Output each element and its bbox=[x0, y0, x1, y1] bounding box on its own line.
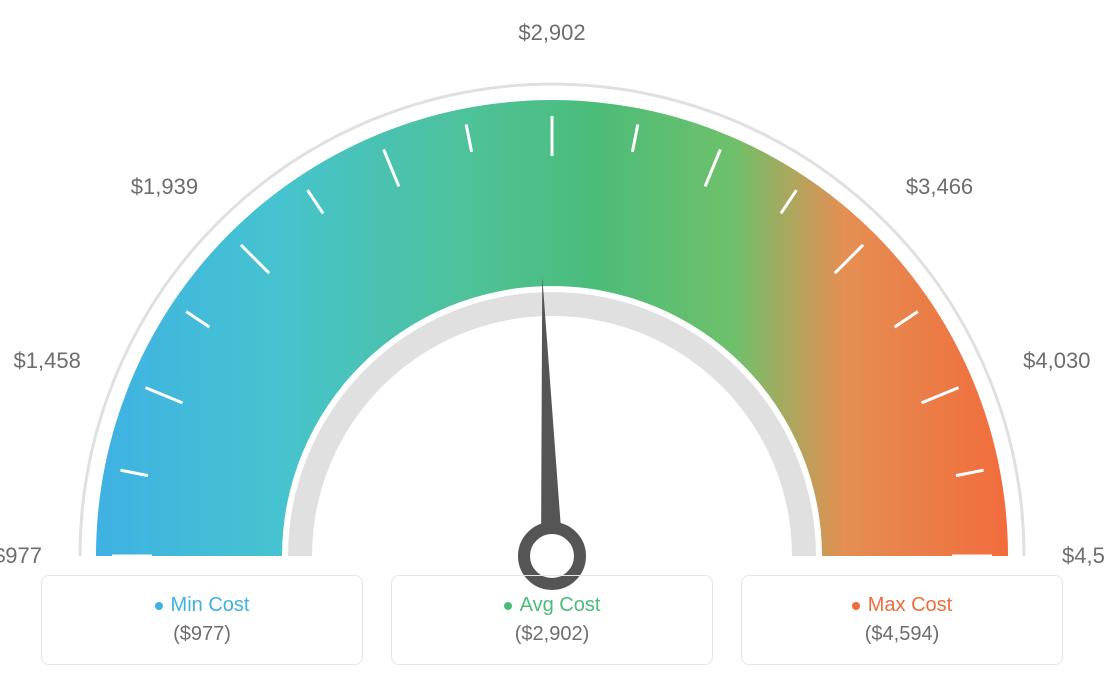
legend-row: Min Cost ($977) Avg Cost ($2,902) Max Cost ($… bbox=[0, 575, 1104, 665]
legend-card: Min Cost ($977) bbox=[41, 575, 363, 665]
gauge-tick-label: $1,939 bbox=[131, 175, 198, 201]
legend-dot-icon bbox=[504, 602, 512, 610]
legend-value: ($977) bbox=[173, 623, 231, 646]
legend-value: ($4,594) bbox=[865, 623, 940, 646]
legend-value: ($2,902) bbox=[515, 623, 590, 646]
legend-title-text: Avg Cost bbox=[520, 594, 601, 617]
legend-card: Max Cost ($4,594) bbox=[741, 575, 1063, 665]
legend-title: Avg Cost bbox=[504, 594, 601, 617]
cost-gauge-widget: $977 $1,458 $1,939 $2,902 $3,466 $4,030 $4,594… bbox=[0, 0, 1104, 690]
legend-title-text: Min Cost bbox=[171, 594, 250, 617]
legend-dot-icon bbox=[155, 602, 163, 610]
gauge-area: $977 $1,458 $1,939 $2,902 $3,466 $4,030 $4,594 bbox=[0, 0, 1104, 580]
gauge-chart bbox=[36, 40, 1068, 636]
gauge-tick-label: $1,458 bbox=[14, 348, 81, 374]
gauge-tick-label: $3,466 bbox=[906, 175, 973, 201]
gauge-tick-label: $977 bbox=[0, 543, 42, 569]
legend-title: Min Cost bbox=[155, 594, 250, 617]
gauge-tick-label: $4,030 bbox=[1023, 348, 1090, 374]
gauge-tick-label: $2,902 bbox=[518, 20, 585, 46]
legend-title: Max Cost bbox=[852, 594, 952, 617]
legend-title-text: Max Cost bbox=[868, 594, 952, 617]
legend-dot-icon bbox=[852, 602, 860, 610]
gauge-tick-label: $4,594 bbox=[1062, 543, 1104, 569]
legend-card: Avg Cost ($2,902) bbox=[391, 575, 713, 665]
